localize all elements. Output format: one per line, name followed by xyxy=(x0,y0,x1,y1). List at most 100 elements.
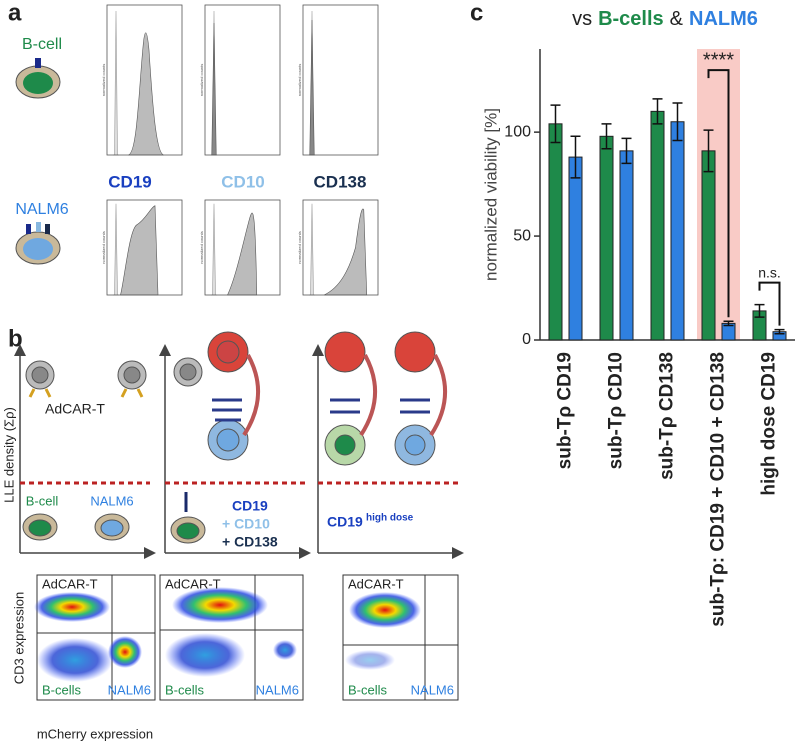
histogram-frame xyxy=(204,199,281,296)
histogram-body xyxy=(211,204,257,295)
marker-label: CD19 xyxy=(232,498,268,514)
gate-label: NALM6 xyxy=(411,682,454,697)
bar xyxy=(548,123,563,341)
histogram-body xyxy=(309,204,367,295)
histogram-body xyxy=(309,11,315,155)
x-tick-label: sub-Tρ CD138 xyxy=(657,352,678,480)
bar xyxy=(650,110,665,341)
y-tick-label: 0 xyxy=(522,331,531,348)
histogram-frame xyxy=(204,4,281,156)
histogram-body xyxy=(113,204,158,295)
histogram: normalized counts xyxy=(199,4,281,156)
histogram-frame xyxy=(106,4,183,156)
histogram-sample xyxy=(228,213,257,295)
histogram-control xyxy=(113,204,119,295)
annotation: **** xyxy=(703,49,734,71)
significance-bracket xyxy=(707,69,730,318)
panel-label: b xyxy=(8,325,23,352)
marker-label: + CD138 xyxy=(222,534,278,550)
error-bar xyxy=(570,135,581,179)
histogram-frame xyxy=(302,4,379,156)
legend-entry: NALM6 xyxy=(689,8,758,30)
marker-label: CD10 xyxy=(221,172,264,191)
error-bar xyxy=(621,137,632,165)
bar xyxy=(670,121,685,341)
chart-title: vs B-cells & NALM6 xyxy=(572,8,758,30)
marker-label: CD19 xyxy=(327,514,363,530)
histogram: normalized counts xyxy=(101,4,183,156)
flow-plots xyxy=(34,574,459,701)
panel-label: c xyxy=(470,0,483,26)
histogram-frame xyxy=(302,199,379,296)
histogram-sample xyxy=(324,209,367,295)
cell-label: B-cell xyxy=(26,493,59,508)
nalm6-icon xyxy=(15,222,61,265)
error-bar xyxy=(703,129,714,173)
title-word: vs xyxy=(572,8,592,30)
y-tick-label: 50 xyxy=(513,227,531,244)
title-word: & xyxy=(670,8,684,30)
gate-label: AdCAR-T xyxy=(165,576,221,591)
cell-label: B-cell xyxy=(22,36,62,53)
x-tick-label: sub-Tρ: CD19 + CD10 + CD138 xyxy=(708,352,729,627)
panel-label: a xyxy=(8,0,22,26)
error-bar xyxy=(723,320,734,327)
error-bar xyxy=(652,98,663,125)
x-tick-label: sub-Tρ CD19 xyxy=(555,352,576,469)
y-axis-label: normalized viability [%] xyxy=(481,108,500,281)
histogram-axis-label: normalized counts xyxy=(101,231,106,263)
annotation: n.s. xyxy=(758,264,781,280)
error-bar xyxy=(550,104,561,144)
error-bar xyxy=(774,328,785,335)
histogram-axis-label: normalized counts xyxy=(297,64,302,96)
error-bar xyxy=(754,303,765,318)
histogram: normalized counts xyxy=(101,199,183,296)
marker-label: CD138 xyxy=(314,172,367,191)
histogram-control xyxy=(309,204,315,295)
histogram: normalized counts xyxy=(297,199,379,296)
histogram-sample xyxy=(310,20,315,155)
gate-label: NALM6 xyxy=(108,682,151,697)
gate-label: B-cells xyxy=(165,682,205,697)
gate-label: B-cells xyxy=(42,682,82,697)
gate-label: AdCAR-T xyxy=(42,576,98,591)
histogram-axis-label: normalized counts xyxy=(101,64,106,96)
cell-drawings xyxy=(22,331,447,544)
bar xyxy=(701,150,716,341)
cell-label: AdCAR-T xyxy=(45,401,105,417)
histogram: normalized counts xyxy=(297,4,379,156)
histogram-frame xyxy=(106,199,183,296)
histogram-body xyxy=(113,11,164,155)
cell-label: NALM6 xyxy=(15,201,68,218)
error-bar xyxy=(601,123,612,150)
axis-label: LLE density (Σρ) xyxy=(1,407,16,503)
histogram-axis-label: normalized counts xyxy=(297,231,302,263)
histogram-sample xyxy=(121,206,159,295)
bar xyxy=(599,135,614,341)
axis-label: CD3 expression xyxy=(11,592,26,685)
histogram: normalized counts xyxy=(199,199,281,296)
histogram-axis-label: normalized counts xyxy=(199,64,204,96)
marker-label: CD19 xyxy=(108,172,151,191)
legend-entry: B-cells xyxy=(598,8,664,30)
histogram-sample xyxy=(128,33,164,155)
axis-label: mCherry expression xyxy=(37,726,153,741)
histogram-control xyxy=(113,11,119,155)
gate-label: B-cells xyxy=(348,682,388,697)
histogram-axis-label: normalized counts xyxy=(199,231,204,263)
b-cell-icon xyxy=(15,58,61,99)
histogram-control xyxy=(211,204,217,295)
significance-bracket xyxy=(758,281,781,326)
bar xyxy=(619,150,634,341)
error-bar xyxy=(672,102,683,142)
bar xyxy=(568,156,583,341)
histogram-sample xyxy=(212,23,217,155)
y-tick-label: 100 xyxy=(504,123,531,140)
marker-label: + CD10 xyxy=(222,516,270,532)
x-tick-label: high dose CD19 xyxy=(759,352,780,496)
gate-label: NALM6 xyxy=(256,682,299,697)
x-tick-label: sub-Tρ CD10 xyxy=(606,352,627,469)
marker-label: high dose xyxy=(366,513,414,524)
